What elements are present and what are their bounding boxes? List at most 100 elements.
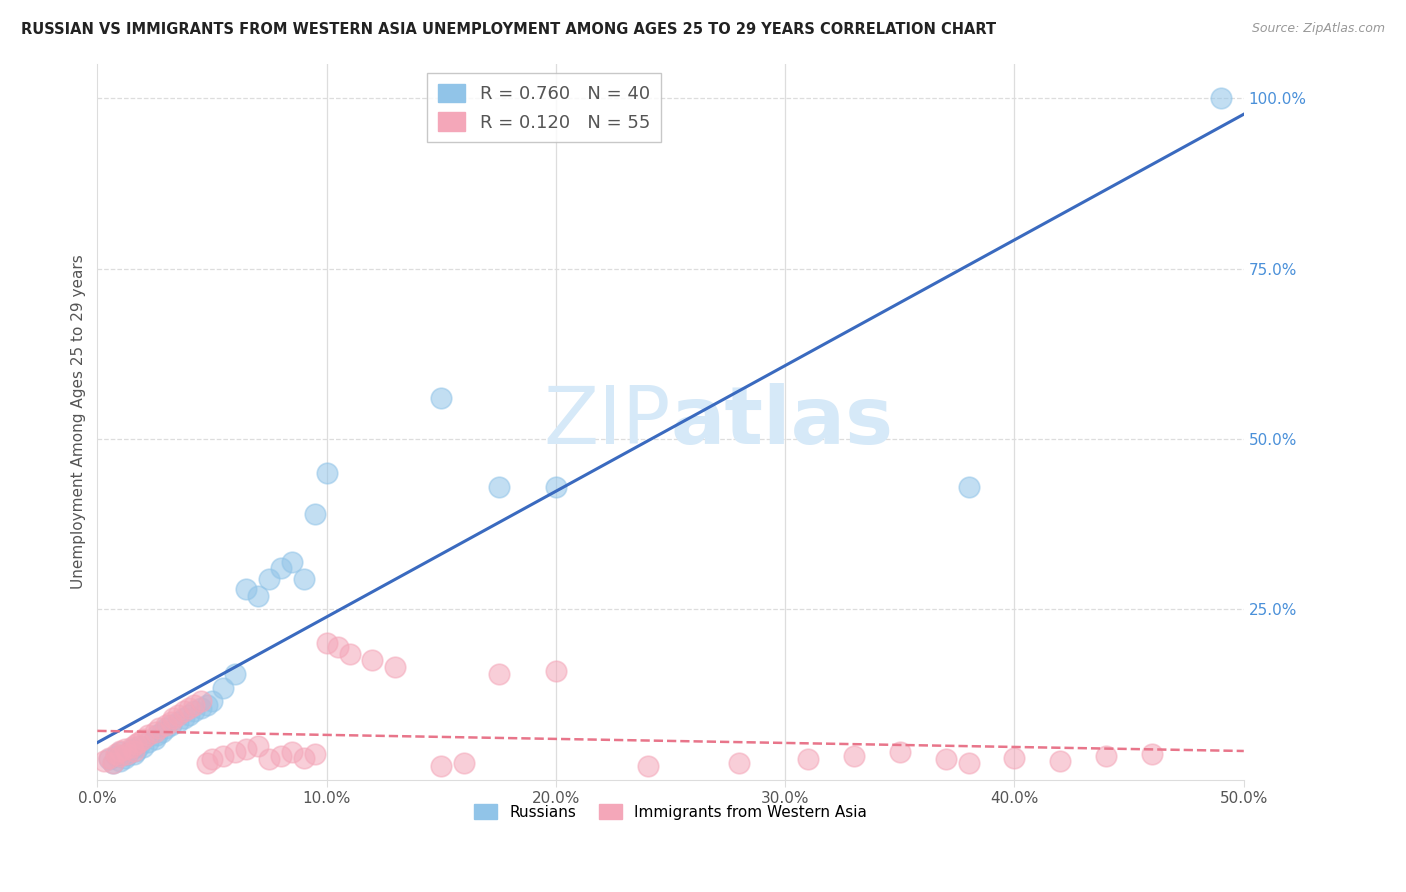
Point [121, 739, 143, 754]
Point [259, 752, 281, 766]
Point [201, 752, 224, 766]
Point [361, 653, 384, 667]
Point [155, 722, 177, 736]
Point [315, 636, 337, 650]
Y-axis label: Unemployment Among Ages 25 to 29 years: Unemployment Among Ages 25 to 29 years [72, 254, 86, 590]
Point [103, 756, 125, 770]
Point [1095, 748, 1118, 763]
Point [122, 747, 145, 761]
Point [115, 747, 138, 762]
Point [201, 694, 224, 708]
Point [183, 705, 205, 719]
Point [110, 745, 132, 759]
Point [1004, 751, 1026, 765]
Point [326, 640, 349, 654]
Point [104, 747, 127, 761]
Point [281, 555, 304, 569]
Point [121, 742, 143, 756]
Point [957, 479, 980, 493]
Point [122, 744, 145, 758]
Point [453, 756, 475, 770]
Point [177, 701, 200, 715]
Point [315, 466, 337, 480]
Point [797, 752, 820, 766]
Point [166, 707, 188, 722]
Text: RUSSIAN VS IMMIGRANTS FROM WESTERN ASIA UNEMPLOYMENT AMONG AGES 25 TO 29 YEARS C: RUSSIAN VS IMMIGRANTS FROM WESTERN ASIA … [21, 22, 997, 37]
Point [177, 707, 200, 722]
Point [304, 507, 326, 521]
Point [110, 744, 132, 758]
Point [1049, 754, 1071, 768]
Point [544, 664, 567, 678]
Point [183, 698, 205, 712]
Point [935, 752, 957, 766]
Point [384, 660, 406, 674]
Point [488, 479, 510, 493]
Point [281, 745, 304, 759]
Point [259, 572, 281, 586]
Point [1140, 747, 1163, 761]
Point [128, 739, 150, 753]
Point [97, 752, 120, 766]
Text: Source: ZipAtlas.com: Source: ZipAtlas.com [1251, 22, 1385, 36]
Point [136, 735, 159, 749]
Point [143, 725, 166, 739]
Point [292, 572, 315, 586]
Point [148, 722, 170, 736]
Point [162, 711, 184, 725]
Point [235, 582, 257, 596]
Point [125, 744, 148, 758]
Point [1209, 91, 1232, 105]
Point [128, 735, 150, 749]
Point [889, 745, 911, 759]
Point [110, 748, 132, 763]
Point [150, 725, 173, 739]
Point [197, 698, 219, 712]
Point [270, 748, 292, 763]
Point [235, 742, 257, 756]
Point [544, 479, 567, 493]
Point [104, 748, 127, 763]
Point [159, 714, 181, 729]
Point [146, 728, 169, 742]
Point [97, 751, 120, 765]
Point [246, 739, 269, 753]
Point [224, 745, 246, 759]
Point [190, 701, 212, 715]
Legend: Russians, Immigrants from Western Asia: Russians, Immigrants from Western Asia [468, 797, 873, 826]
Point [637, 759, 659, 773]
Point [224, 667, 246, 681]
Point [93, 754, 115, 768]
Point [166, 714, 188, 729]
Point [114, 742, 136, 756]
Point [842, 748, 865, 763]
Point [197, 756, 219, 770]
Point [155, 718, 177, 732]
Point [173, 705, 195, 719]
Point [270, 561, 292, 575]
Point [430, 759, 453, 773]
Point [132, 739, 155, 754]
Point [173, 711, 195, 725]
Point [159, 718, 181, 732]
Point [115, 747, 138, 761]
Point [136, 728, 159, 742]
Point [125, 737, 148, 751]
Point [304, 747, 326, 761]
Point [212, 748, 235, 763]
Point [728, 756, 751, 770]
Point [132, 731, 155, 746]
Point [114, 751, 136, 765]
Point [957, 756, 980, 770]
Point [103, 756, 125, 770]
Point [190, 694, 212, 708]
Point [488, 667, 510, 681]
Text: ZIP: ZIP [543, 383, 671, 461]
Point [292, 751, 315, 765]
Point [143, 731, 166, 746]
Point [110, 754, 132, 768]
Point [430, 391, 453, 405]
Point [339, 647, 361, 661]
Text: atlas: atlas [671, 383, 894, 461]
Point [246, 589, 269, 603]
